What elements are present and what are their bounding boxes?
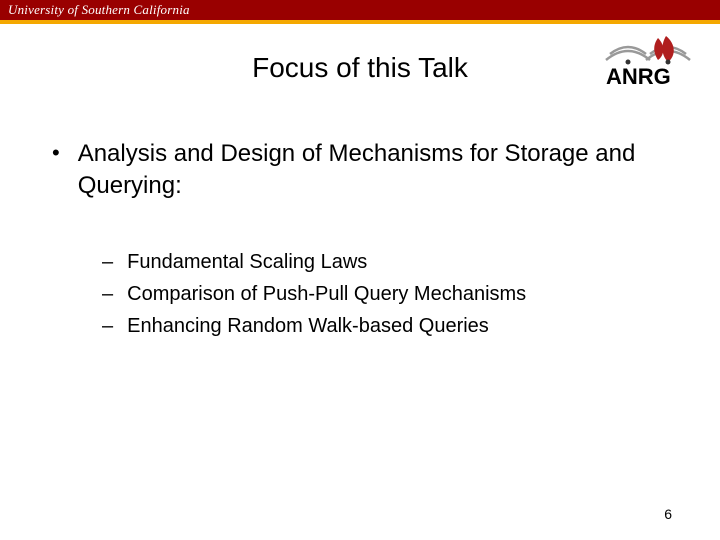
bullet-item: • Analysis and Design of Mechanisms for …: [52, 138, 680, 202]
sub-marker: –: [102, 280, 113, 308]
sub-text: Enhancing Random Walk-based Queries: [127, 312, 489, 340]
sub-text: Fundamental Scaling Laws: [127, 248, 367, 276]
sub-item: – Enhancing Random Walk-based Queries: [102, 312, 680, 340]
content-area: • Analysis and Design of Mechanisms for …: [0, 138, 720, 340]
header-bar: University of Southern California: [0, 0, 720, 24]
sub-item: – Comparison of Push-Pull Query Mechanis…: [102, 280, 680, 308]
slide-title: Focus of this Talk: [130, 52, 590, 84]
logo-text: ANRG: [606, 64, 671, 89]
sub-list: – Fundamental Scaling Laws – Comparison …: [52, 248, 680, 340]
bullet-marker: •: [52, 138, 60, 168]
sub-text: Comparison of Push-Pull Query Mechanisms: [127, 280, 526, 308]
page-number: 6: [664, 506, 672, 522]
sub-item: – Fundamental Scaling Laws: [102, 248, 680, 276]
bullet-text: Analysis and Design of Mechanisms for St…: [78, 138, 680, 202]
sub-marker: –: [102, 312, 113, 340]
institution-name: University of Southern California: [8, 2, 190, 18]
anrg-logo: ANRG: [600, 32, 700, 94]
sub-marker: –: [102, 248, 113, 276]
